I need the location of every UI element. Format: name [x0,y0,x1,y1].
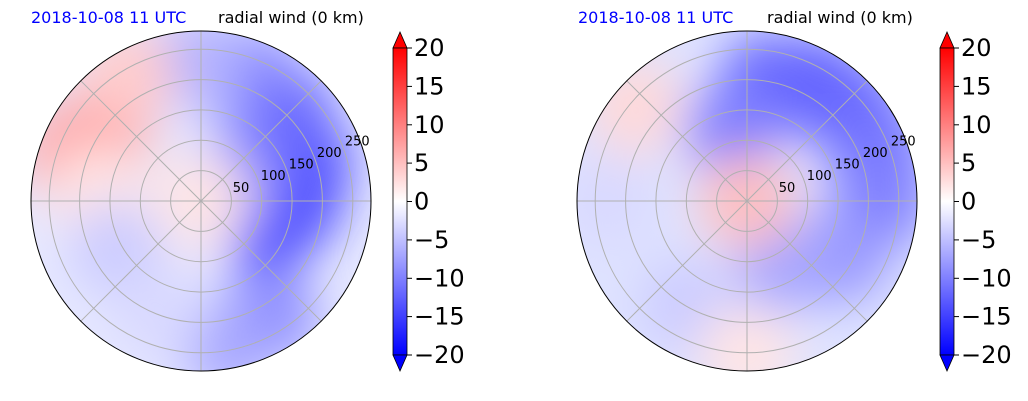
colorbar-2: 20 15 10 5 0 −5 −10 −15 −20 [939,31,1012,372]
colorbar-1-extend-bottom [392,354,408,372]
panel-1-border [30,30,372,372]
radial-tick-label: 50 [779,181,796,196]
field-blob [80,31,177,123]
grid-spoke [746,200,868,322]
grid-spoke [746,80,868,202]
panel-2-title-date: 2018-10-08 11 UTC [578,8,733,27]
colorbar-tick-label: 10 [414,111,445,139]
colorbar-tick-label: 0 [961,188,976,216]
colorbar-tick-label: −20 [961,341,1012,369]
colorbar-1-bar [392,47,408,356]
grid-spoke [200,80,322,202]
radial-tick-label: 150 [835,158,860,173]
radial-tick-label: 250 [891,134,916,149]
radial-tick-label: 100 [807,169,832,184]
radial-tick-label: 200 [863,146,888,161]
radial-tick-label: 100 [261,169,286,184]
colorbar-tick-label: 15 [414,72,445,100]
colorbar-tick-label: −15 [414,303,465,331]
colorbar-tick-label: 5 [961,149,976,177]
colorbar-tick-label: −10 [414,264,465,292]
panel-2-border [576,30,918,372]
colorbar-tick-label: −20 [414,341,465,369]
colorbar-tick-label: 20 [961,34,992,62]
radial-tick-label: 50 [233,181,250,196]
grid-spoke [626,80,748,202]
colorbar-tick-label: 0 [414,188,429,216]
radial-tick-label: 250 [345,134,370,149]
panel-1-grid [31,31,371,371]
field-blob [587,59,684,156]
colorbar-1: 20 15 10 5 0 −5 −10 −15 −20 [392,31,465,372]
radial-tick-label: 150 [289,158,314,173]
colorbar-2-extend-bottom [939,354,955,372]
colorbar-tick-label: 20 [414,34,445,62]
grid-spoke [80,80,202,202]
colorbar-tick-label: −5 [961,226,996,254]
panel-1-field [31,31,371,371]
colorbar-tick-label: 15 [961,72,992,100]
grid-spoke [200,200,322,322]
panel-2-grid [577,31,917,371]
colorbar-tick-label: −5 [414,226,449,254]
panel-1-title-variable: radial wind (0 km) [218,8,364,27]
colorbar-tick-label: −15 [961,303,1012,331]
grid-spoke [80,200,202,322]
polar-panel-2: 2018-10-08 11 UTC radial wind (0 km) 50 1… [576,8,918,372]
colorbar-2-bar [939,47,955,356]
grid-spoke [626,200,748,322]
panel-1-title-date: 2018-10-08 11 UTC [31,8,186,27]
colorbar-tick-label: 5 [414,149,429,177]
radial-tick-label: 200 [317,146,342,161]
colorbar-tick-label: −10 [961,264,1012,292]
colorbar-tick-label: 10 [961,111,992,139]
colorbar-1-extend-top [392,31,408,49]
colorbar-2-extend-top [939,31,955,49]
panel-2-title-variable: radial wind (0 km) [767,8,913,27]
polar-panel-1: 2018-10-08 11 UTC radial wind (0 km) 50 1… [30,8,372,372]
